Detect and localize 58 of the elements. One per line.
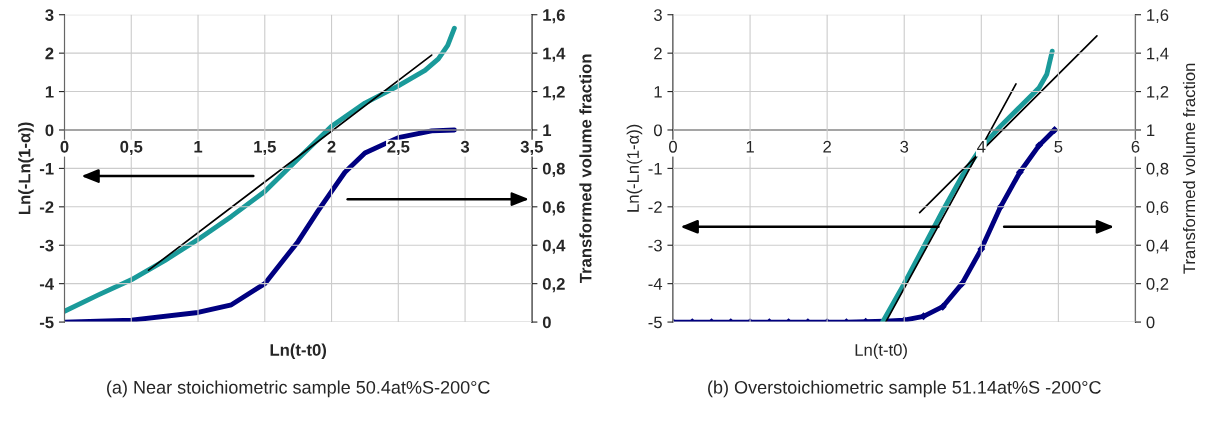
y-tick-label: -4 — [648, 278, 663, 290]
y-tick-label: 2 — [45, 47, 54, 60]
y2-axis-title: Transformed volume fraction — [1182, 63, 1196, 274]
y-tick-label: -4 — [39, 278, 54, 290]
text: (b) Overstoichiometric sample 51.14at%S -200°C — [708, 380, 1101, 398]
y-axis-title: Ln(-Ln(1-α)) — [18, 122, 34, 215]
y-tick-label: -2 — [39, 201, 54, 213]
y-tick-label: 0 — [45, 124, 54, 137]
text: (a) Near stoichiometric sample 50.4at%S-200°C — [107, 380, 490, 398]
y2-tick-label: 0,2 — [1146, 278, 1169, 292]
x-tick-label: 1 — [194, 141, 203, 153]
y2-tick-label: 1 — [1147, 124, 1155, 137]
x-tick-label: 1,5 — [254, 141, 276, 156]
x-axis-title: Ln(t-t0) — [270, 343, 327, 360]
y-tick-label: -1 — [39, 162, 54, 175]
y2-tick-label: 1,4 — [543, 47, 566, 62]
x-tick-label: 5 — [1054, 141, 1063, 153]
y-axis-title: Ln(-Ln(1-α)) — [626, 124, 643, 212]
y2-tick-label: 1 — [543, 124, 552, 137]
x-tick-label: 2,5 — [387, 140, 410, 156]
y2-axis-title: Transformed volume fraction — [579, 54, 592, 284]
y-tick-label: -2 — [648, 201, 662, 213]
y2-tick-label: 0,4 — [1146, 239, 1169, 254]
x-tick-label: 3 — [460, 140, 470, 153]
y2-tick-label: 0,6 — [542, 201, 565, 216]
y2-tick-label: 0,8 — [542, 162, 565, 178]
y-tick-label: 2 — [654, 47, 662, 60]
x-tick-label: 1 — [746, 141, 754, 153]
x-tick-label: 2 — [823, 140, 831, 153]
y-tick-label: -5 — [39, 316, 54, 329]
y-tick-label: 3 — [653, 9, 662, 21]
y-tick-label: 0 — [653, 124, 662, 137]
y2-tick-label: 1,2 — [1147, 85, 1169, 100]
y2-tick-label: 1,4 — [1147, 47, 1169, 62]
x-tick-label: 3 — [900, 140, 909, 153]
y-tick-label: -3 — [39, 239, 54, 252]
x-tick-label: 0 — [669, 140, 677, 153]
y-tick-label: -3 — [648, 239, 662, 252]
y2-tick-label: 0 — [1146, 316, 1155, 329]
y2-tick-label: 0 — [542, 316, 551, 329]
y2-tick-label: 0,4 — [542, 239, 566, 254]
y2-tick-label: 0,8 — [1146, 162, 1169, 177]
y-tick-label: -1 — [648, 162, 662, 175]
y-tick-label: 1 — [45, 86, 54, 98]
x-tick-label: 2 — [327, 140, 336, 153]
x-axis-title: Ln(t-t0) — [855, 343, 907, 360]
y-tick-label: -5 — [648, 316, 662, 329]
y2-tick-label: 0,6 — [1146, 201, 1169, 215]
x-tick-label: 0 — [60, 140, 69, 153]
y-tick-label: 3 — [45, 9, 54, 21]
x-tick-label: 6 — [1131, 140, 1140, 153]
y-tick-label: 1 — [654, 86, 662, 98]
y2-tick-label: 1,2 — [543, 85, 565, 101]
x-tick-label: 0,5 — [120, 140, 143, 156]
y2-tick-label: 0,2 — [542, 278, 565, 293]
y2-tick-label: 1,6 — [1147, 9, 1169, 23]
y2-tick-label: 1,6 — [543, 9, 565, 24]
x-tick-label: 3,5 — [520, 140, 543, 156]
